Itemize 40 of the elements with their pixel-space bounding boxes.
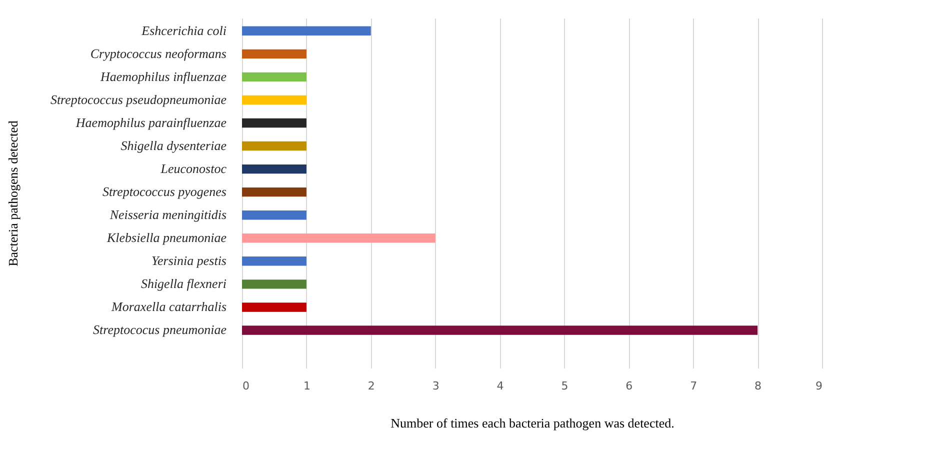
x-tick-label: 2 [368, 380, 375, 392]
y-tick-label: Streptococus pneumoniae [93, 322, 227, 338]
x-tick-label: 5 [561, 380, 568, 392]
y-tick-label: Streptococcus pseudopneumoniae [50, 92, 227, 107]
y-tick-label: Yersinia pestis [151, 253, 226, 268]
y-tick-label: Shigella flexneri [140, 276, 227, 292]
bar [242, 302, 306, 312]
x-tick-label: 7 [690, 380, 698, 392]
bar [242, 95, 306, 105]
bar [242, 187, 306, 197]
bar [242, 256, 306, 266]
x-tick-label: 9 [816, 380, 822, 392]
bar [242, 118, 306, 128]
x-tick-label: 4 [496, 380, 504, 392]
x-tick-label: 3 [432, 380, 440, 392]
y-tick-label: Haemophilus influenzae [99, 68, 227, 84]
x-tick-label: 6 [626, 380, 633, 392]
bar [242, 326, 758, 335]
bar [242, 49, 306, 59]
x-axis-title: Number of times each bacteria pathogen was detected. [390, 416, 674, 430]
y-tick-label: Shigella dysenteriae [120, 138, 227, 154]
bar [242, 141, 306, 151]
bar [242, 210, 306, 220]
y-tick-label: Streptococcus pyogenes [102, 184, 226, 200]
y-tick-label: Klebsiella pneumoniae [106, 230, 227, 246]
bar [242, 280, 306, 289]
y-tick-label: Leuconostoc [160, 161, 227, 176]
bar [242, 72, 306, 82]
x-tick-label: 1 [303, 380, 310, 392]
x-tick-label: 0 [242, 380, 250, 392]
y-axis-title: Bacteria pathogens detected [5, 120, 20, 266]
bar [242, 164, 306, 174]
y-tick-label: Haemophilus parainfluenzae [74, 115, 227, 130]
y-tick-label: Cryptococcus neoformans [90, 46, 226, 61]
x-tick-label: 8 [754, 380, 762, 392]
y-tick-label: Neisseria meningitidis [108, 207, 226, 222]
y-tick-label: Moraxella catarrhalis [110, 299, 226, 314]
y-tick-label: Eshcerichia coli [140, 22, 227, 38]
bar [242, 234, 436, 243]
bar [242, 26, 371, 36]
